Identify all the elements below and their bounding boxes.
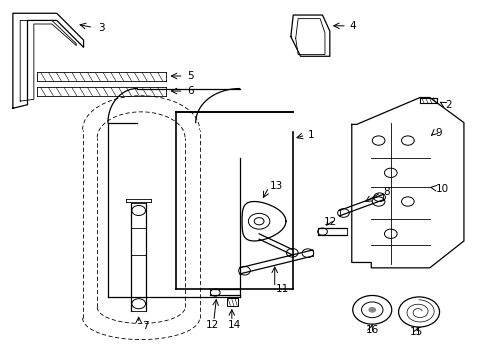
Text: 12: 12	[205, 320, 218, 329]
Text: 11: 11	[276, 284, 289, 294]
Text: 10: 10	[435, 184, 448, 194]
Bar	[226, 298, 237, 306]
Text: 5: 5	[186, 71, 193, 81]
Text: 13: 13	[269, 181, 283, 192]
Text: 15: 15	[409, 327, 423, 337]
Text: 6: 6	[186, 86, 193, 96]
Text: 9: 9	[435, 129, 441, 138]
Text: 3: 3	[98, 23, 104, 33]
Text: 12: 12	[323, 217, 336, 227]
Text: 4: 4	[348, 21, 355, 31]
Text: 2: 2	[445, 100, 451, 110]
Text: 1: 1	[307, 130, 314, 140]
Text: 14: 14	[227, 320, 240, 329]
Text: 8: 8	[383, 187, 389, 197]
Text: 7: 7	[142, 321, 148, 331]
Circle shape	[367, 307, 375, 313]
Text: 16: 16	[365, 325, 378, 334]
